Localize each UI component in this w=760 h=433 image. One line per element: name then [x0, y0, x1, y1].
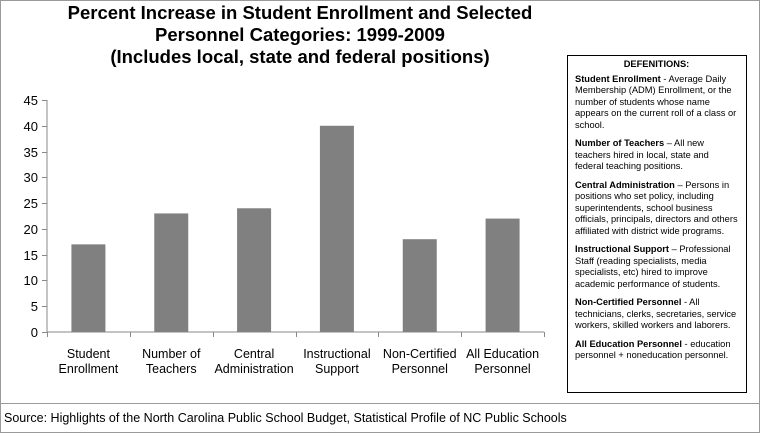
y-tick-label: 15 — [24, 248, 38, 263]
bar — [485, 218, 520, 332]
y-tick-label: 5 — [31, 299, 38, 314]
definition-text: Professional Staff (reading specialists,… — [575, 244, 731, 289]
chart-title-line-3: (Includes local, state and federal posit… — [110, 46, 490, 67]
definition-item: Non-Certified Personnel - All technician… — [575, 297, 738, 332]
definition-term: Central Administration — [575, 179, 675, 190]
chart-title-line-1: Percent Increase in Student Enrollment a… — [67, 2, 533, 23]
x-category-label: Enrollment — [59, 362, 119, 376]
definition-term: Student Enrollment — [575, 73, 661, 84]
definition-separator: - — [681, 338, 691, 349]
definition-item: Number of Teachers – All new teachers hi… — [575, 138, 738, 173]
bar — [154, 213, 189, 332]
chart-title-line-2: Personnel Categories: 1999-2009 — [155, 24, 445, 45]
definition-text: education personnel + noneducation perso… — [575, 338, 731, 361]
definition-term: All Education Personnel — [575, 338, 682, 349]
definitions-heading: DEFENITIONS: — [623, 59, 690, 69]
definition-separator: - — [660, 73, 669, 84]
chart-title: Percent Increase in Student Enrollment a… — [40, 2, 560, 68]
y-tick-label: 25 — [24, 196, 38, 211]
definition-separator: – — [664, 138, 675, 148]
x-category-label: Central — [234, 347, 274, 361]
definition-separator: – — [669, 244, 680, 254]
definition-term: Number of Teachers — [575, 138, 665, 148]
definition-term: Non-Certified Personnel — [575, 297, 682, 307]
definition-separator: - — [681, 297, 690, 307]
x-category-label: Support — [315, 362, 359, 376]
x-category-label: Administration — [214, 362, 293, 376]
definition-separator: – — [674, 179, 686, 190]
x-category-label: Number of — [142, 347, 201, 361]
y-tick-label: 35 — [24, 145, 38, 160]
definition-text: Persons in positions who set policy, inc… — [575, 179, 738, 236]
y-tick-label: 45 — [24, 93, 38, 108]
y-tick-label: 20 — [24, 222, 38, 237]
source-divider — [0, 403, 760, 404]
x-category-label: Student — [67, 347, 111, 361]
bar — [402, 239, 437, 332]
x-category-label: Personnel — [392, 362, 448, 376]
definition-term: Instructional Support — [575, 244, 669, 254]
definition-item: Central Administration – Persons in posi… — [575, 180, 738, 238]
y-tick-label: 10 — [24, 273, 38, 288]
x-category-label: All Education — [466, 347, 539, 361]
bar — [71, 244, 106, 332]
definition-item: Student Enrollment - Average Daily Membe… — [575, 74, 738, 132]
source-note: Source: Highlights of the North Carolina… — [4, 411, 567, 425]
definition-text: Average Daily Membership (ADM) Enrollmen… — [575, 73, 737, 130]
definition-text: All new teachers hired in local, state a… — [575, 138, 709, 171]
bar — [319, 125, 354, 333]
x-category-label: Personnel — [474, 362, 530, 376]
definition-item: All Education Personnel - education pers… — [575, 339, 738, 362]
y-tick-label: 30 — [24, 170, 38, 185]
x-category-label: Teachers — [146, 362, 197, 376]
x-category-label: Instructional — [303, 347, 370, 361]
bar — [237, 208, 272, 332]
y-tick-label: 40 — [24, 119, 38, 134]
y-tick-label: 0 — [31, 325, 38, 340]
x-category-label: Non-Certified — [383, 347, 457, 361]
definitions-box: DEFENITIONS: Student Enrollment - Averag… — [567, 55, 747, 393]
definition-text: All technicians, clerks, secretaries, se… — [575, 297, 737, 330]
definition-item: Instructional Support – Professional Sta… — [575, 244, 738, 290]
